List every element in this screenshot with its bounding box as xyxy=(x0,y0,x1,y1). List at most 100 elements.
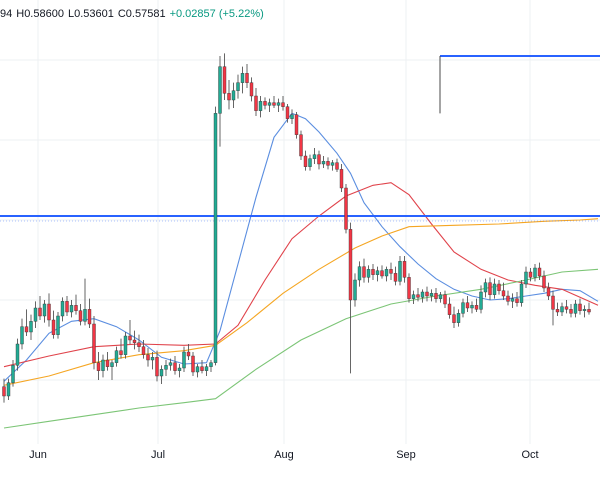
x-axis-tick-label: Jun xyxy=(29,449,47,461)
candle-body xyxy=(488,282,492,295)
candle-body xyxy=(47,303,51,321)
candle-body xyxy=(159,369,164,377)
candle-body xyxy=(15,343,20,366)
high-value: H0.58600 xyxy=(16,8,64,20)
moving-averages xyxy=(3,112,599,429)
candle-body xyxy=(339,169,344,189)
candle-body xyxy=(177,367,182,371)
candle-body xyxy=(393,273,398,282)
candle-body xyxy=(231,90,236,101)
low-value: L0.53601 xyxy=(67,8,114,20)
open-value: 94 xyxy=(0,8,13,20)
candle-body xyxy=(407,277,411,299)
candle-body xyxy=(330,162,335,166)
candle-body xyxy=(375,270,380,275)
candle-body xyxy=(254,95,258,111)
candle-body xyxy=(380,270,384,277)
candle-body xyxy=(38,307,42,317)
candle-body xyxy=(506,295,510,302)
candle-body xyxy=(213,113,218,363)
candle-body xyxy=(137,342,141,347)
x-axis: Jun Jul Aug Sep Oct xyxy=(29,449,538,461)
candle-body xyxy=(416,294,420,298)
candle-body xyxy=(353,279,357,301)
candle-body xyxy=(564,306,569,310)
candle-body xyxy=(29,321,33,333)
x-axis-tick-label: Aug xyxy=(274,449,294,461)
candle-body xyxy=(191,355,195,373)
candle-body xyxy=(483,282,488,293)
candle-body xyxy=(474,305,479,310)
horizontal-lines[interactable] xyxy=(0,55,600,222)
candle-body xyxy=(258,101,263,111)
candle-body xyxy=(362,266,366,278)
candle-body xyxy=(425,291,429,297)
candle-body xyxy=(515,298,519,303)
candle-body xyxy=(2,386,6,397)
candle-body xyxy=(384,269,389,277)
candle-body xyxy=(510,298,515,302)
candle-body xyxy=(200,366,204,371)
candle-body xyxy=(492,283,497,295)
candle-body xyxy=(294,114,299,135)
candle-body xyxy=(366,269,371,278)
candle-body xyxy=(411,294,416,299)
candle-body xyxy=(110,362,114,367)
candle-body xyxy=(236,82,240,91)
candle-body xyxy=(155,357,159,377)
candle-body xyxy=(321,161,326,165)
close-value: C0.57581 xyxy=(117,8,166,20)
candle-body xyxy=(560,306,564,313)
candle-body xyxy=(299,134,303,157)
candle-body xyxy=(24,326,29,333)
candle-body xyxy=(501,290,506,297)
candle-body xyxy=(285,106,290,119)
candle-body xyxy=(132,339,137,343)
candle-body xyxy=(317,154,321,165)
candle-body xyxy=(182,351,186,369)
candle-body xyxy=(83,309,87,322)
candle-body xyxy=(209,362,213,367)
candle-body xyxy=(312,154,317,159)
candle-body xyxy=(60,301,65,317)
candle-body xyxy=(357,266,362,281)
candle-body xyxy=(123,335,128,355)
candle-body xyxy=(218,66,222,114)
candle-body xyxy=(542,275,546,289)
candle-body xyxy=(443,294,447,305)
candle-body xyxy=(173,362,177,371)
candle-body xyxy=(537,267,542,277)
candle-body xyxy=(74,305,78,311)
candle-body xyxy=(78,310,83,322)
candle-body xyxy=(51,319,56,335)
change-value: +0.02857 (+5.22%) xyxy=(169,8,264,20)
candle-body xyxy=(92,323,96,363)
candle-body xyxy=(326,161,330,166)
candle-body xyxy=(6,382,11,397)
candle-body xyxy=(168,362,173,366)
candle-body xyxy=(227,93,231,101)
candle-body xyxy=(569,309,573,314)
candle-body xyxy=(33,307,38,322)
candle-body xyxy=(497,283,501,291)
candle-body xyxy=(20,326,24,345)
moving-average-line xyxy=(3,218,599,386)
candle-body xyxy=(371,269,375,275)
candle-body xyxy=(195,366,200,373)
candle-body xyxy=(272,102,276,106)
candle-body xyxy=(551,295,555,310)
candle-body xyxy=(141,346,146,355)
candle-body xyxy=(461,302,465,314)
candle-body xyxy=(245,73,249,83)
candle-body xyxy=(303,155,308,167)
candle-body xyxy=(56,315,60,335)
candle-body xyxy=(290,114,294,119)
candle-body xyxy=(479,291,483,310)
moving-average-line xyxy=(3,112,599,382)
candle-body xyxy=(114,350,119,363)
candle-body xyxy=(420,291,425,298)
candle-body xyxy=(164,365,168,370)
candle-body xyxy=(438,294,443,299)
